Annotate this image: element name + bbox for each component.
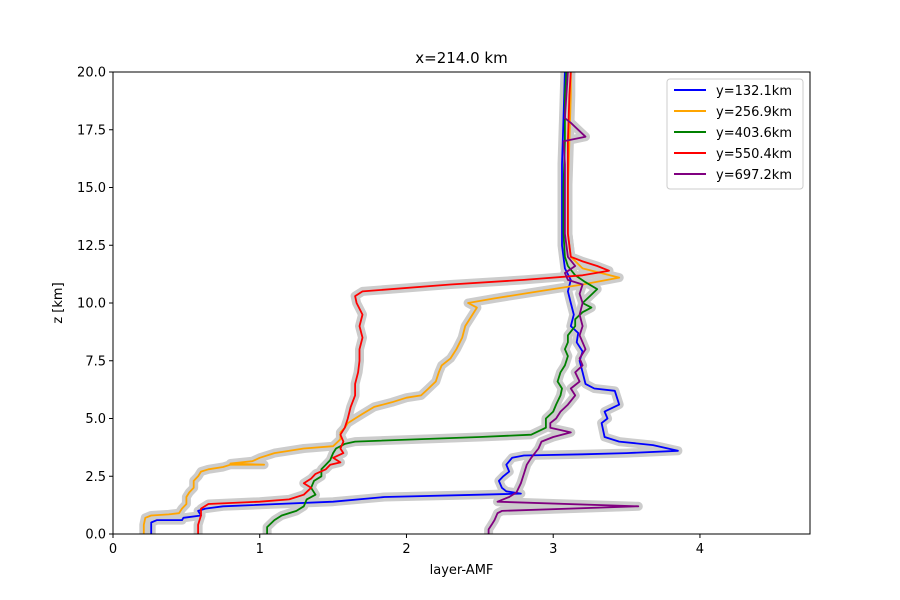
y-tick-label: 5.0: [85, 412, 106, 427]
y-tick-label: 12.5: [77, 239, 106, 254]
y-tick-label: 10.0: [77, 297, 106, 312]
legend-label-3: y=550.4km: [716, 147, 792, 162]
y-axis-ticks: 0.0 2.5 5.0 7.5 10.0 12.5 15.0 17.5 20.0: [77, 66, 113, 543]
legend-frame: [666, 78, 804, 190]
y-tick-label: 2.5: [85, 470, 106, 485]
series-3-line: [197, 72, 610, 534]
x-tick-label: 0: [109, 542, 117, 557]
y-tick-label: 17.5: [77, 123, 106, 138]
x-tick-label: 3: [549, 542, 557, 557]
chart-title: x=214.0 km: [415, 49, 507, 67]
x-axis-label: layer-AMF: [430, 563, 494, 578]
x-tick-label: 2: [402, 542, 410, 557]
series-lines: [142, 72, 679, 534]
series-0-line: [150, 72, 679, 534]
series-4-line: [487, 72, 640, 534]
x-tick-label: 1: [256, 542, 264, 557]
series-1-line: [142, 72, 621, 534]
x-axis-ticks: 0 1 2 3 4: [109, 534, 704, 557]
legend-label-4: y=697.2km: [716, 168, 792, 183]
y-tick-label: 15.0: [77, 181, 106, 196]
legend-label-1: y=256.9km: [716, 105, 792, 120]
y-axis-label: z [km]: [51, 282, 66, 323]
x-tick-label: 4: [696, 542, 704, 557]
y-tick-label: 20.0: [77, 66, 106, 81]
y-tick-label: 0.0: [85, 528, 106, 543]
legend-label-0: y=132.1km: [716, 84, 792, 99]
legend: y=132.1km y=256.9km y=403.6km y=550.4km y=69…: [666, 78, 804, 190]
legend-label-2: y=403.6km: [716, 126, 792, 141]
y-tick-label: 7.5: [85, 354, 106, 369]
